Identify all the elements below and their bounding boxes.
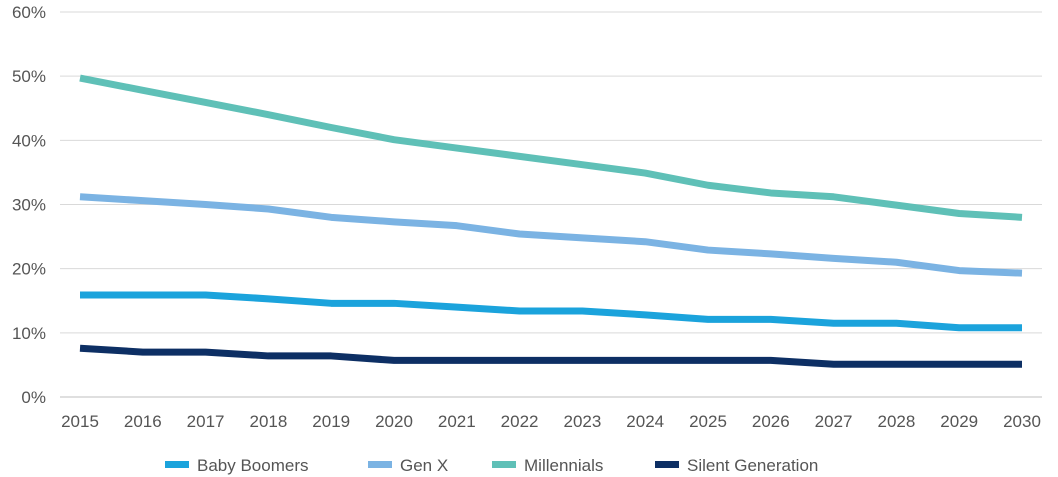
legend-label: Gen X [400, 456, 448, 475]
legend-item: Baby Boomers [165, 456, 309, 475]
x-tick-label: 2029 [940, 412, 978, 431]
x-tick-label: 2025 [689, 412, 727, 431]
x-tick-label: 2020 [375, 412, 413, 431]
series-baby-boomers [79, 291, 1023, 332]
x-tick-label: 2026 [752, 412, 790, 431]
legend-label: Silent Generation [687, 456, 818, 475]
x-tick-label: 2017 [187, 412, 225, 431]
x-tick-label: 2024 [626, 412, 664, 431]
y-tick-label: 0% [21, 388, 46, 407]
y-tick-label: 40% [12, 131, 46, 150]
y-tick-label: 10% [12, 324, 46, 343]
series-line-silent-generation [79, 344, 1022, 368]
legend-label: Millennials [524, 456, 603, 475]
x-tick-label: 2022 [501, 412, 539, 431]
x-tick-label: 2019 [312, 412, 350, 431]
legend-label: Baby Boomers [197, 456, 309, 475]
y-tick-label: 30% [12, 196, 46, 215]
x-tick-label: 2018 [249, 412, 287, 431]
legend-swatch [165, 461, 189, 468]
y-tick-label: 60% [12, 3, 46, 22]
x-axis: 2015 2016 2017 2018 2019 2020 2021 2022 2023 2024… [61, 412, 1041, 431]
x-tick-label: 2030 [1003, 412, 1041, 431]
series-line-baby-boomers [80, 291, 1022, 332]
legend-swatch [368, 461, 392, 468]
x-tick-label: 2023 [563, 412, 601, 431]
y-tick-label: 50% [12, 67, 46, 86]
series-line-gen-x [79, 193, 1023, 277]
legend-swatch [655, 461, 679, 468]
x-tick-label: 2016 [124, 412, 162, 431]
series-lines [79, 74, 1023, 368]
series-line-millennials [79, 74, 1023, 221]
y-tick-label: 20% [12, 260, 46, 279]
series-gen-x [79, 193, 1023, 277]
x-tick-label: 2027 [815, 412, 853, 431]
legend-item: Silent Generation [655, 456, 818, 475]
y-axis: 0% 10% 20% 30% 40% 50% 60% [12, 3, 46, 407]
legend-item: Gen X [368, 456, 448, 475]
legend: Baby Boomers Gen X Millennials Silent Gener… [165, 456, 818, 475]
series-silent-generation [79, 344, 1023, 368]
x-tick-label: 2028 [877, 412, 915, 431]
legend-item: Millennials [492, 456, 603, 475]
x-tick-label: 2015 [61, 412, 99, 431]
x-tick-label: 2021 [438, 412, 476, 431]
legend-swatch [492, 461, 516, 468]
series-millennials [79, 74, 1023, 221]
